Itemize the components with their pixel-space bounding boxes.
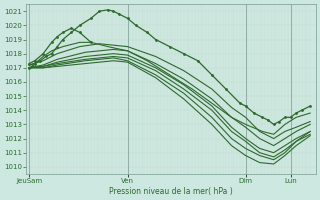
X-axis label: Pression niveau de la mer( hPa ): Pression niveau de la mer( hPa ) bbox=[109, 187, 233, 196]
